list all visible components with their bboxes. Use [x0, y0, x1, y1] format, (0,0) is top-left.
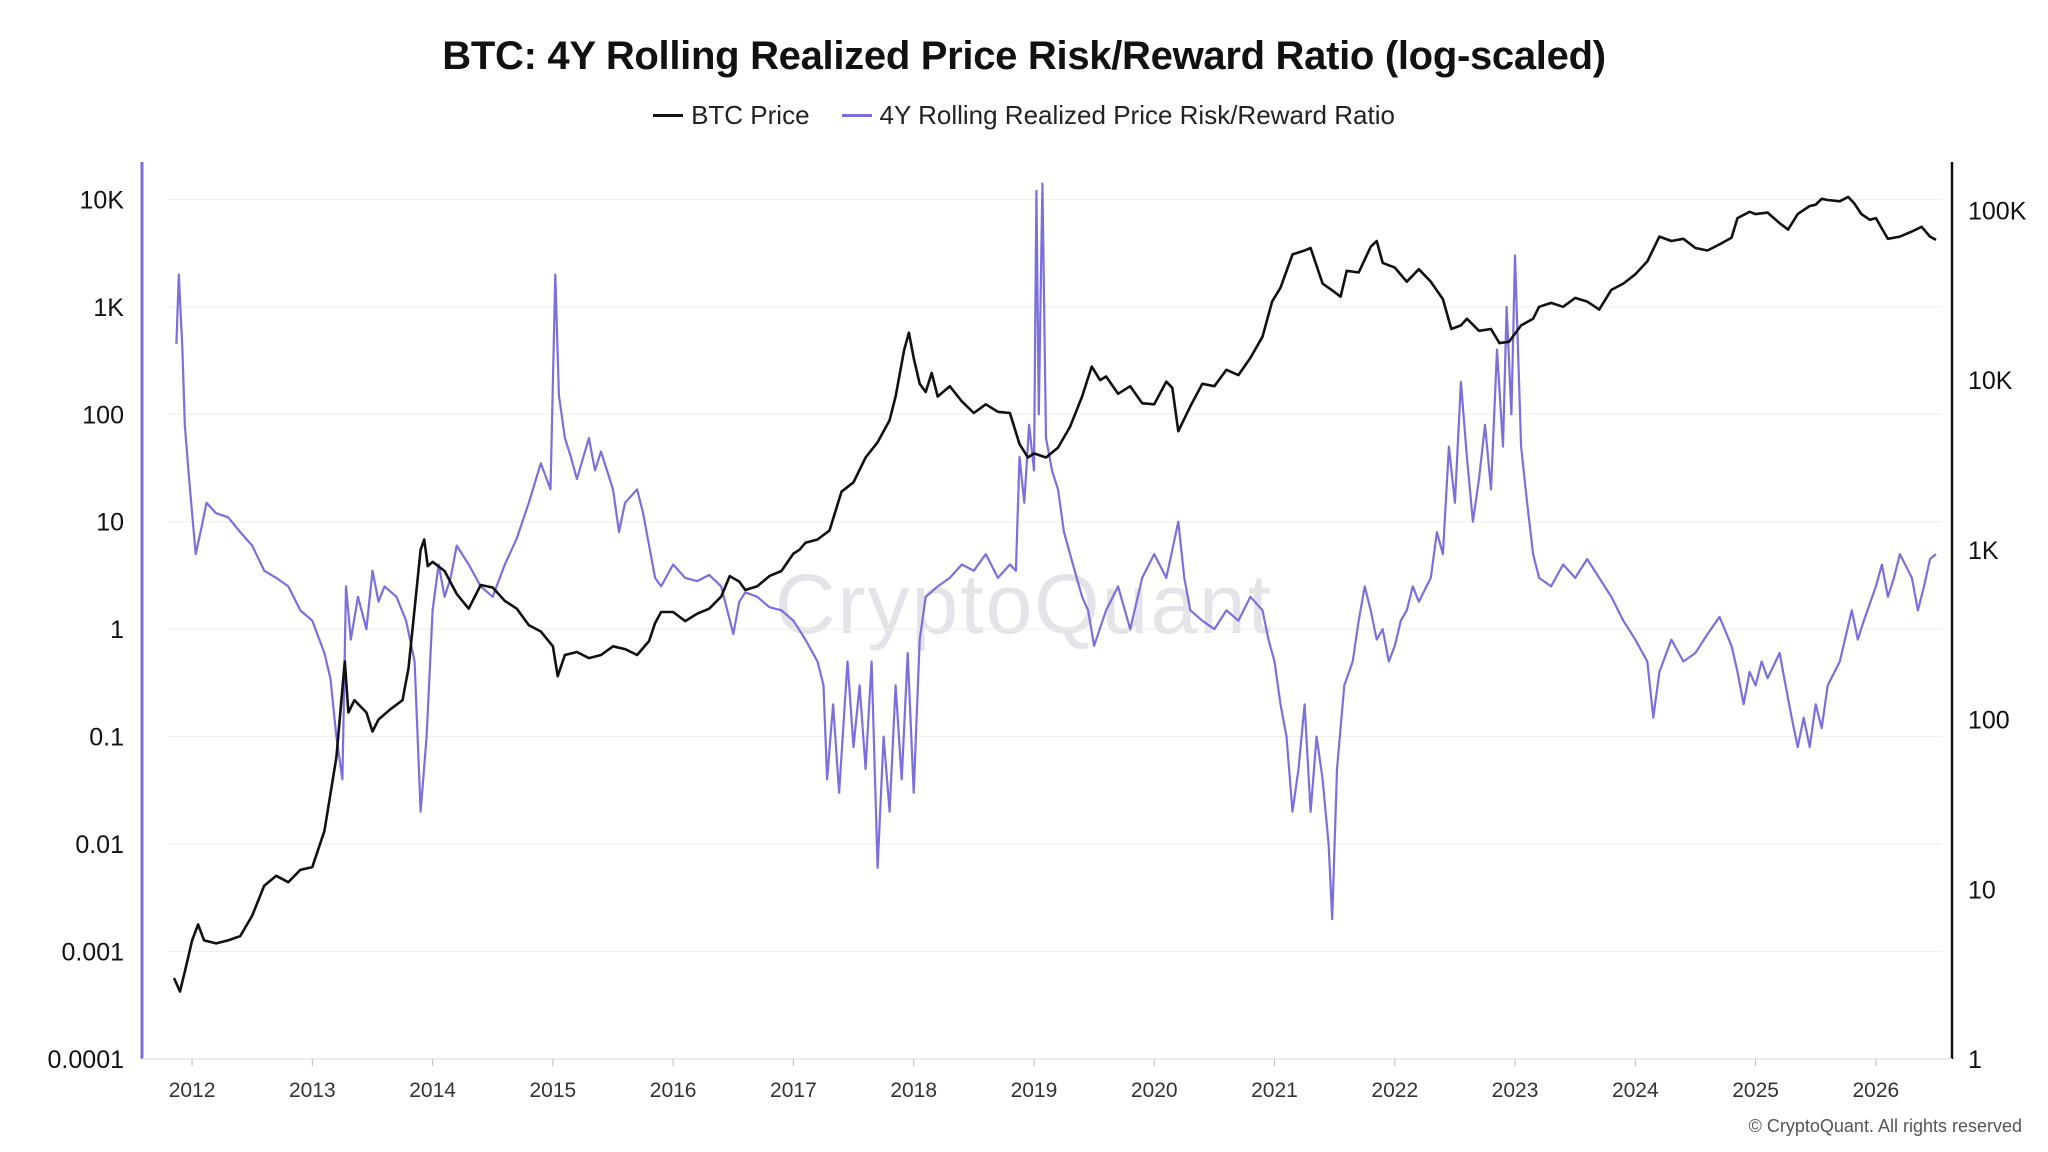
x-tick-label: 2023: [1492, 1079, 1539, 1102]
legend-item-btc-price[interactable]: BTC Price: [653, 100, 810, 131]
left-tick-label: 0.01: [75, 831, 124, 859]
x-tick-label: 2016: [650, 1079, 697, 1102]
x-tick-label: 2020: [1131, 1079, 1178, 1102]
x-tick-label: 2012: [169, 1079, 216, 1102]
left-tick-label: 100: [82, 401, 124, 429]
right-tick-label: 1K: [1968, 537, 1999, 565]
legend-label-btc-price: BTC Price: [691, 100, 810, 130]
chart-legend: BTC Price 4Y Rolling Realized Price Risk…: [0, 100, 2048, 131]
x-tick-label: 2017: [770, 1079, 817, 1102]
x-tick-label: 2014: [409, 1079, 456, 1102]
right-tick-label: 1: [1968, 1046, 1982, 1074]
left-tick-label: 1: [110, 616, 124, 644]
x-tick-label: 2021: [1251, 1079, 1298, 1102]
legend-swatch-ratio: [841, 114, 872, 117]
x-tick-label: 2015: [530, 1079, 577, 1102]
btc-price-line: [172, 195, 1937, 993]
x-tick-label: 2019: [1011, 1079, 1058, 1102]
legend-label-ratio: 4Y Rolling Realized Price Risk/Reward Ra…: [879, 100, 1395, 130]
x-tick-label: 2018: [890, 1079, 937, 1102]
x-tick-label: 2024: [1612, 1079, 1659, 1102]
risk-reward-ratio-line: [175, 182, 1937, 921]
right-tick-label: 10: [1968, 876, 1996, 904]
left-tick-label: 0.0001: [48, 1046, 124, 1074]
x-tick-label: 2022: [1371, 1079, 1418, 1102]
axes: [140, 162, 1954, 1066]
series-lines: [172, 182, 1937, 993]
legend-swatch-btc-price: [653, 114, 684, 117]
left-tick-label: 10K: [80, 186, 125, 214]
right-tick-label: 100K: [1968, 197, 2027, 225]
right-tick-label: 10K: [1968, 367, 2013, 395]
legend-item-ratio[interactable]: 4Y Rolling Realized Price Risk/Reward Ra…: [841, 100, 1395, 131]
left-tick-label: 1K: [93, 294, 124, 322]
grid-lines: [168, 198, 1942, 953]
chart-title: BTC: 4Y Rolling Realized Price Risk/Rewa…: [442, 34, 1606, 78]
x-tick-label: 2026: [1852, 1079, 1899, 1102]
copyright-notice: © CryptoQuant. All rights reserved: [1748, 1116, 2022, 1136]
right-tick-label: 100: [1968, 707, 2010, 735]
left-tick-label: 0.1: [89, 724, 124, 752]
x-tick-label: 2025: [1732, 1079, 1779, 1102]
tick-labels: 0.0001 0.001 0.01 0.1 1 10 100 1K 10K 1 10 100 1K 10K…: [48, 186, 2027, 1102]
left-tick-label: 10: [96, 509, 124, 537]
left-tick-label: 0.001: [61, 939, 124, 967]
x-tick-label: 2013: [289, 1079, 336, 1102]
